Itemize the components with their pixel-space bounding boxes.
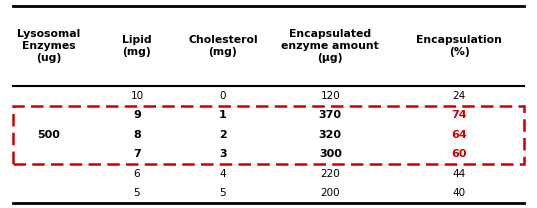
Text: 10: 10 <box>130 91 143 101</box>
Text: Encapsulated
enzyme amount
(μg): Encapsulated enzyme amount (μg) <box>281 29 379 63</box>
Text: 40: 40 <box>453 188 466 198</box>
Text: Cholesterol
(mg): Cholesterol (mg) <box>188 35 258 57</box>
Text: 64: 64 <box>451 130 467 140</box>
Text: 200: 200 <box>321 188 340 198</box>
Text: Lysosomal
Enzymes
(ug): Lysosomal Enzymes (ug) <box>17 29 80 63</box>
Text: 220: 220 <box>321 169 340 179</box>
Text: 5: 5 <box>220 188 226 198</box>
Text: Lipid
(mg): Lipid (mg) <box>122 35 152 57</box>
Text: Encapsulation
(%): Encapsulation (%) <box>416 35 502 57</box>
Text: 1: 1 <box>219 110 227 120</box>
Text: 6: 6 <box>134 169 140 179</box>
Text: 0: 0 <box>220 91 226 101</box>
Text: 5: 5 <box>134 188 140 198</box>
Text: 2: 2 <box>219 130 227 140</box>
Text: 370: 370 <box>319 110 342 120</box>
Text: 9: 9 <box>133 110 141 120</box>
Text: 24: 24 <box>453 91 466 101</box>
Text: 3: 3 <box>219 149 227 159</box>
Text: 60: 60 <box>452 149 467 159</box>
Text: 4: 4 <box>220 169 226 179</box>
Text: 500: 500 <box>37 130 60 140</box>
Text: 8: 8 <box>133 130 141 140</box>
Text: 44: 44 <box>453 169 466 179</box>
Text: 74: 74 <box>451 110 467 120</box>
Text: 320: 320 <box>319 130 342 140</box>
Text: 300: 300 <box>319 149 342 159</box>
Text: 7: 7 <box>133 149 141 159</box>
Text: 120: 120 <box>321 91 340 101</box>
